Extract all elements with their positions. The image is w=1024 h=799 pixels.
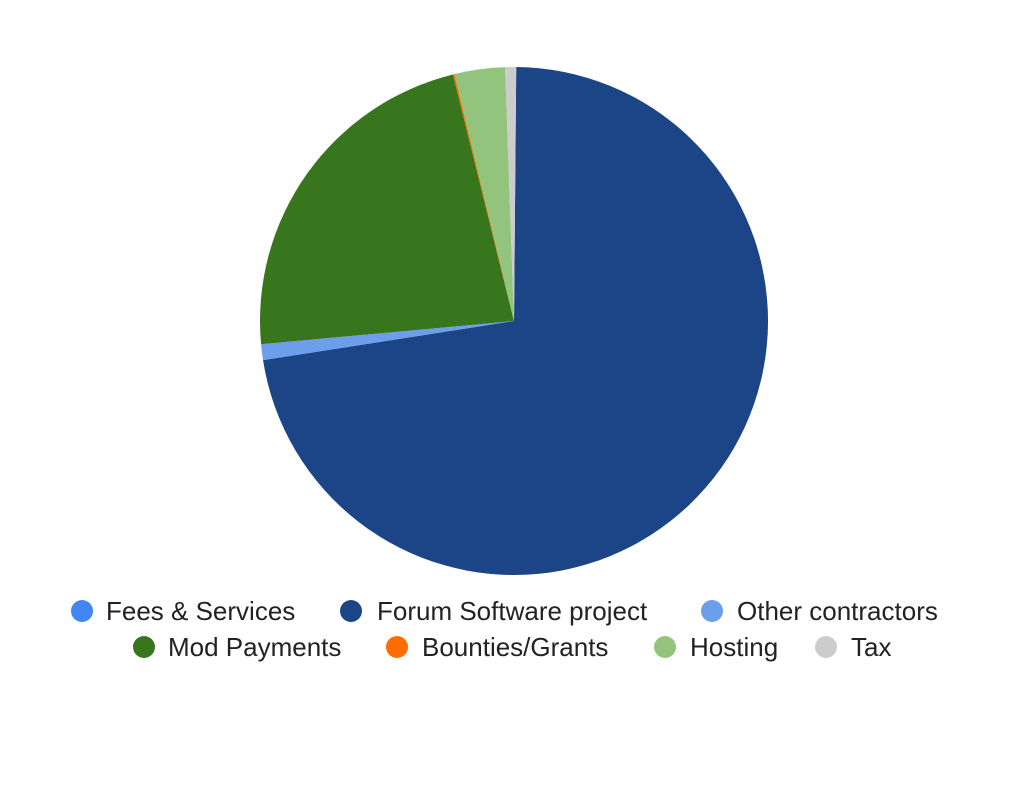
legend-label-fees-services: Fees & Services	[106, 596, 295, 626]
legend-item-hosting[interactable]: Hosting	[654, 632, 778, 662]
legend-label-bounties-grants: Bounties/Grants	[422, 632, 608, 662]
pie-slice-hosting[interactable]	[454, 67, 514, 321]
legend-marker-hosting	[654, 636, 676, 658]
pie-slice-tax[interactable]	[505, 66, 517, 321]
legend-label-other-contractors: Other contractors	[737, 596, 938, 626]
legend-item-forum-software-project[interactable]: Forum Software project	[340, 596, 648, 626]
legend-marker-tax	[815, 636, 837, 658]
legend-label-hosting: Hosting	[690, 632, 778, 662]
pie-slice-forum-software-project[interactable]	[263, 67, 768, 575]
legend-label-tax: Tax	[851, 632, 891, 662]
legend-item-bounties-grants[interactable]: Bounties/Grants	[386, 632, 608, 662]
legend-label-mod-payments: Mod Payments	[168, 632, 341, 662]
legend-marker-fees-services	[71, 600, 93, 622]
legend-marker-forum-software-project	[340, 600, 362, 622]
pie-slice-other-contractors[interactable]	[261, 321, 514, 361]
pie-slice-mod-payments[interactable]	[260, 74, 514, 345]
legend-item-mod-payments[interactable]: Mod Payments	[133, 632, 341, 662]
legend-marker-other-contractors	[701, 600, 723, 622]
legend-item-fees-services[interactable]: Fees & Services	[71, 596, 295, 626]
legend-label-forum-software-project: Forum Software project	[377, 596, 648, 626]
legend: Fees & Services Forum Software project O…	[71, 596, 938, 662]
pie-slice-bounties-grants[interactable]	[452, 74, 514, 321]
legend-item-tax[interactable]: Tax	[815, 632, 891, 662]
legend-item-other-contractors[interactable]: Other contractors	[701, 596, 938, 626]
legend-marker-bounties-grants	[386, 636, 408, 658]
legend-marker-mod-payments	[133, 636, 155, 658]
pie-slices	[260, 66, 768, 575]
